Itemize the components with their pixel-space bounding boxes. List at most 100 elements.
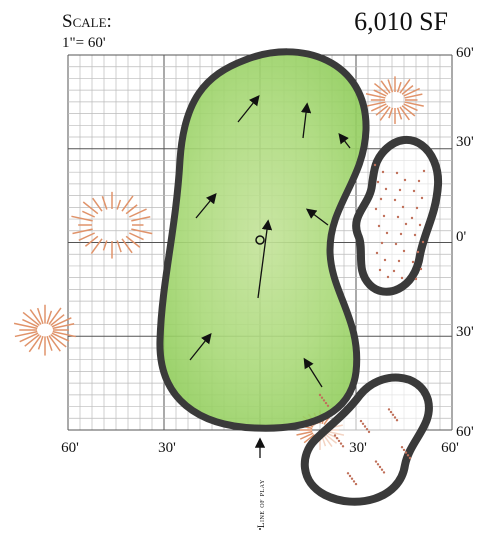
sand-dot [393,416,397,419]
rough-stroke [14,330,38,338]
sand-dot [399,232,403,236]
sand-dot [322,399,326,402]
sand-dot [365,428,369,431]
sand-dot [361,422,365,425]
rough-stroke [125,204,138,215]
sand-dot [400,446,404,449]
rough-stroke [29,309,42,325]
sand-dot [402,249,406,253]
rough-stroke [399,106,410,121]
rough-stroke [84,235,99,247]
sand-dot [419,267,423,271]
sand-dot [385,231,389,235]
sand-dot [393,198,397,202]
rough-stroke [131,228,153,235]
sand-dot [346,472,350,475]
sand-dot [383,258,387,262]
rough-stroke [51,332,70,342]
sand-dot [352,480,356,483]
sand-dot [375,251,379,255]
sand-dot [394,242,398,246]
rough-stroke [52,330,76,338]
sand-dot [417,179,421,183]
sand-dot [373,163,377,167]
bottom-axis-label: 60' [61,440,79,456]
rough-stroke [50,333,67,348]
rough-stroke [131,216,151,222]
sand-dot [326,404,330,407]
sand-dot [335,437,339,440]
right-axis-label: 60' [456,424,474,440]
label-bg [253,458,267,528]
rough-stroke [396,81,402,93]
sand-dot [400,276,404,280]
rough-stroke [101,196,108,210]
sand-dot [374,460,378,463]
rough-stroke [379,106,391,121]
rough-stroke [116,240,122,253]
sand-dot [415,206,419,210]
rough-stroke [399,78,411,94]
sand-dot [382,214,386,218]
rough-stroke [116,199,122,210]
sand-dot [392,269,396,273]
sand-dot [381,170,385,174]
sand-dot [359,419,363,423]
sand-dot [320,396,324,399]
sand-dot [384,187,388,191]
sand-dot [403,178,407,182]
sand-dot [395,419,399,422]
sand-dot [377,224,381,228]
sand-dot [412,189,416,193]
sand-dot [378,465,382,469]
rough-stroke [303,433,315,444]
sand-dot [422,169,426,173]
scale-value: 1"= 60' [62,35,106,51]
sand-dot [337,439,341,443]
scale-label: Scale: [62,11,112,32]
rough-stroke [19,332,39,343]
rough-stroke [296,430,313,436]
right-axis-label: 30' [456,324,474,340]
rough-stroke [403,103,418,112]
rough-stroke [46,335,53,351]
sand-dot [404,222,408,226]
rough-stroke [125,235,141,248]
sand-dot [397,259,401,263]
sand-dot [421,240,425,244]
rough-stroke [46,310,53,325]
rough-stroke [404,93,423,99]
sand-dot [414,277,418,281]
sand-dot [418,223,422,227]
sand-dot [404,451,408,454]
sand-dot [411,260,415,264]
rough-stroke [299,432,314,440]
rough-stroke [37,335,44,350]
sand-dot [402,448,406,452]
rough-stroke [403,87,421,97]
bunker-sand [318,163,426,486]
bottom-axis-label: 60' [441,440,459,456]
rough-stroke [366,101,386,107]
sand-dot [416,250,420,254]
sand-dot [348,474,352,478]
sand-dot [387,408,391,411]
rough-stroke [78,232,95,242]
rough-stroke [396,107,403,120]
sand-dot [318,393,322,397]
rough-stroke [375,105,389,116]
sand-dot [391,413,395,416]
green [156,48,370,432]
rough-stroke [388,107,394,119]
rough-stroke [370,103,387,112]
sand-dot [408,456,412,460]
right-axis-label: 0' [456,229,467,245]
rough-stroke [82,210,95,218]
rough-stroke [71,215,93,222]
slope-arrows [189,94,351,388]
bunker-bottom [300,373,433,506]
rough-stroke [13,322,38,330]
rough-stroke [28,335,42,353]
sand-dot [341,445,345,448]
sand-dot [324,401,328,405]
